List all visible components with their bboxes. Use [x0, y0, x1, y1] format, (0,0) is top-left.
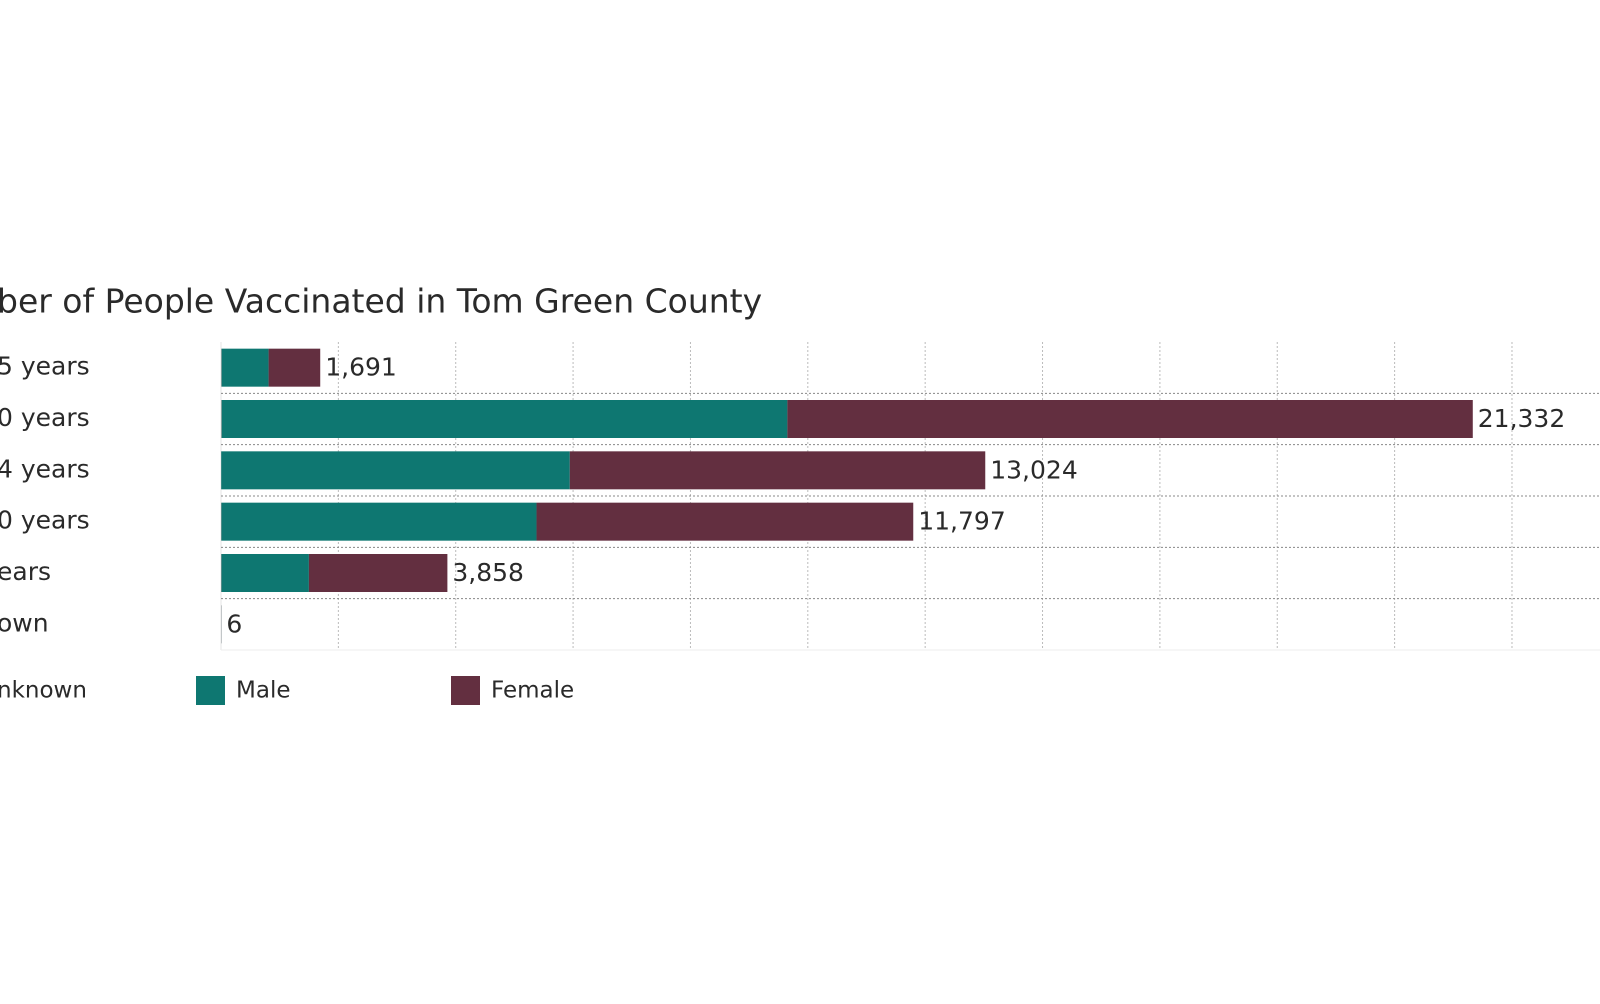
total-label: 13,024 [990, 455, 1077, 484]
legend-label: nknown [0, 678, 87, 704]
bar-segment [222, 349, 269, 387]
bar-segment [221, 503, 536, 541]
chart-title: ber of People Vaccinated in Tom Green Co… [0, 282, 762, 321]
bar-segment [269, 349, 321, 387]
bar-segment [222, 400, 788, 438]
y-tick-label: 0 years [0, 403, 90, 432]
y-tick-label: ears [0, 557, 51, 586]
total-label: 6 [226, 609, 242, 638]
bar-segment [309, 554, 447, 592]
legend-swatch [196, 676, 225, 705]
y-tick-label: 5 years [0, 352, 90, 381]
bar-segment [787, 400, 1472, 438]
bar-segment [570, 451, 985, 489]
legend-label: Female [491, 678, 574, 704]
total-label: 21,332 [1478, 404, 1565, 433]
bar-segment [221, 451, 570, 489]
legend-swatch [451, 676, 480, 705]
y-tick-label: own [0, 608, 49, 637]
total-label: 1,691 [325, 353, 397, 382]
y-tick-label: 4 years [0, 454, 90, 483]
bar-segment [221, 349, 222, 387]
bar-segment [221, 554, 308, 592]
bar-segment [537, 503, 914, 541]
legend-label: Male [236, 678, 290, 704]
total-label: 11,797 [918, 507, 1005, 536]
y-tick-label: 0 years [0, 506, 90, 535]
bar-segment [221, 400, 222, 438]
total-label: 3,858 [452, 558, 524, 587]
